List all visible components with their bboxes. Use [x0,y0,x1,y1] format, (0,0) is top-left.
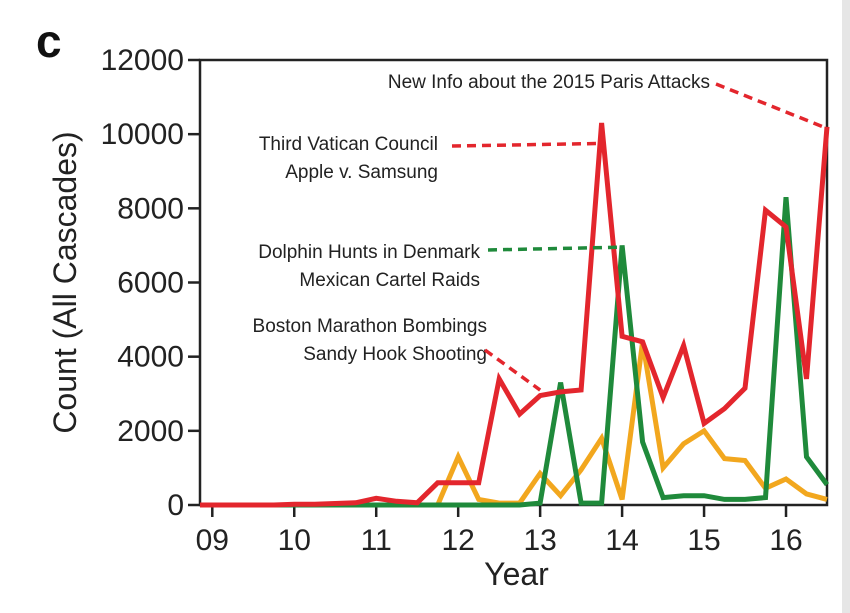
annotation-text: Mexican Cartel Raids [299,270,480,291]
x-tick-label: 09 [196,524,229,557]
panel-label: c [36,15,62,67]
annotation-text: Apple v. Samsung [285,162,438,183]
y-tick-label: 6000 [117,267,184,300]
y-tick-label: 0 [167,489,184,522]
annotation-text: Sandy Hook Shooting [303,344,487,365]
annotation: Boston Marathon Bombings Sandy Hook Shoot… [253,316,542,392]
annotation: Third Vatican Council Apple v. Samsung [259,134,602,183]
y-tick-label: 8000 [117,192,184,225]
edge-strip [842,0,850,613]
y-tick-label: 12000 [101,44,184,77]
y-tick-label: 4000 [117,341,184,374]
annotation-leader [451,141,602,148]
y-tick-label: 2000 [117,415,184,448]
annotation-leader [483,348,542,392]
red-series-line [200,122,830,508]
x-tick-label: 15 [687,524,720,557]
y-tick-label: 10000 [101,118,184,151]
annotation-leader [715,82,824,129]
x-tick-label: 12 [441,524,474,557]
y-axis-title: Count (All Cascades) [47,131,83,433]
series-lines [200,122,830,508]
annotation-text: Dolphin Hunts in Denmark [258,242,480,263]
annotations: New Info about the 2015 Paris Attacks Thi… [253,72,824,392]
annotation-leader [487,245,619,252]
x-axis-title: Year [484,556,549,592]
x-tick-label: 10 [278,524,311,557]
annotation-text: Third Vatican Council [259,134,438,155]
x-tick-label: 14 [605,524,638,557]
x-tick-label: 16 [769,524,802,557]
annotation: New Info about the 2015 Paris Attacks [388,72,824,129]
annotation-text: New Info about the 2015 Paris Attacks [388,72,710,93]
plot-frame [198,58,829,507]
orange-series-line [200,341,828,508]
x-tick-label: 13 [523,524,556,557]
annotation-text: Boston Marathon Bombings [253,316,487,337]
annotation: Dolphin Hunts in Denmark Mexican Cartel R… [258,242,619,291]
axes: 0 2000 4000 6000 8000 10000 12000 09 10 11 12 13 14 1… [101,44,829,557]
x-tick-label: 11 [361,524,392,557]
